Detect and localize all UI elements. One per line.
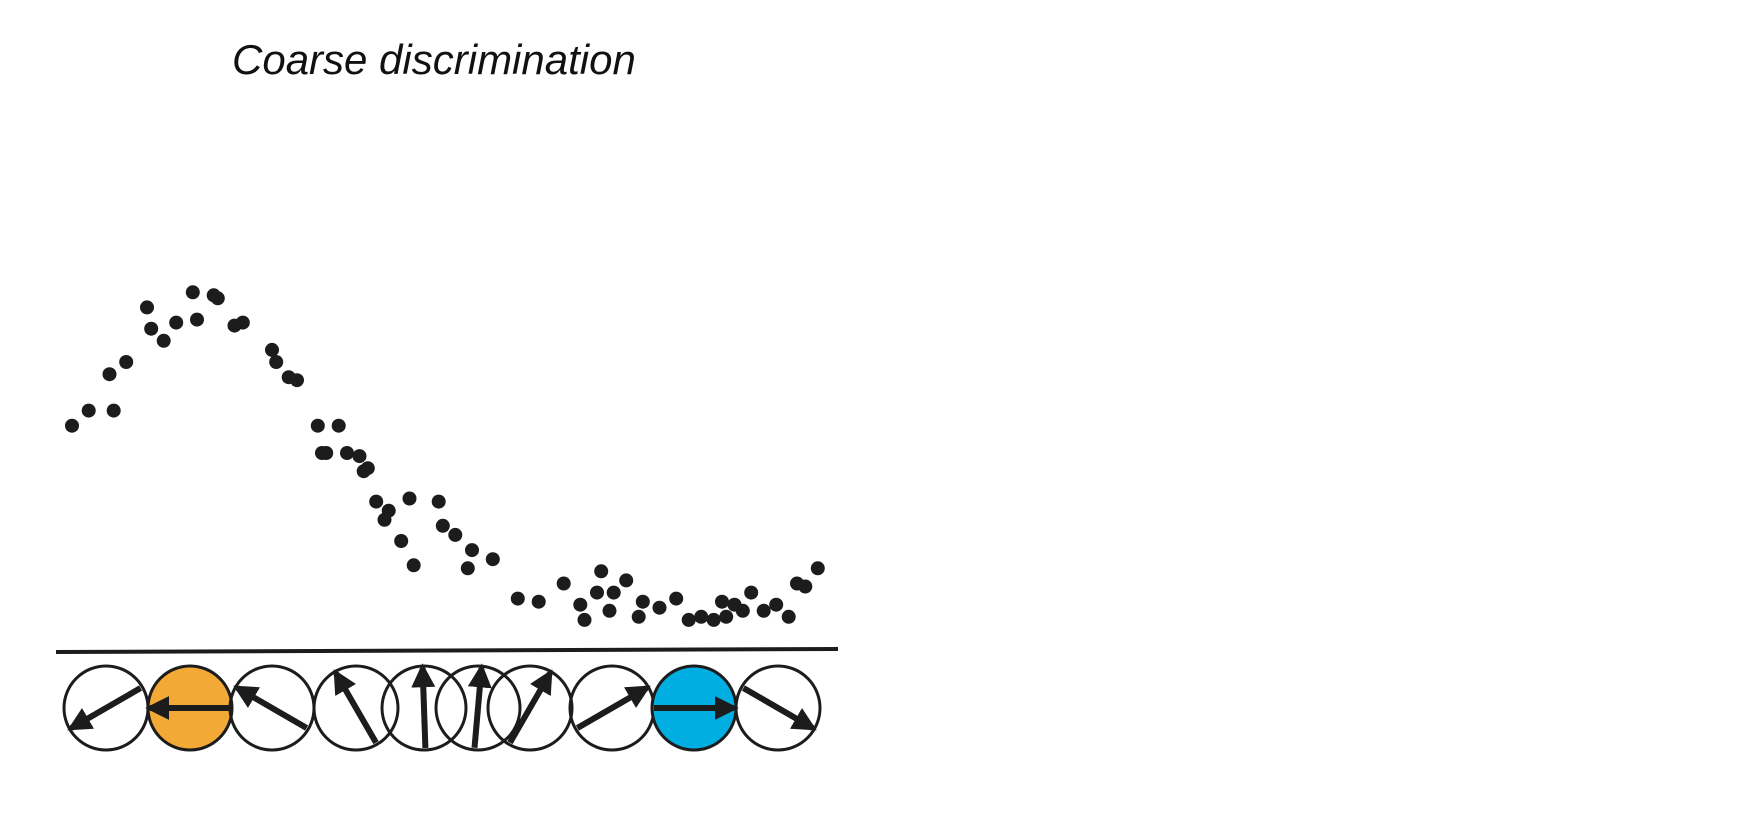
response-dot	[590, 585, 604, 600]
response-dot	[394, 534, 409, 548]
response-dot	[319, 446, 334, 460]
response-dot	[602, 603, 617, 618]
response-dot	[435, 518, 450, 533]
neuron-circle	[734, 664, 822, 752]
response-dot	[144, 321, 159, 336]
response-dot	[119, 355, 134, 369]
response-dot	[340, 446, 354, 460]
response-dot	[402, 491, 417, 506]
response-dot	[65, 418, 79, 433]
response-dot	[169, 315, 184, 330]
response-dot	[265, 342, 279, 357]
orientation-arrow-icon	[575, 685, 651, 731]
neuron-circle	[486, 664, 574, 752]
response-dot	[594, 564, 609, 579]
response-dot	[431, 494, 446, 509]
neuron-8	[568, 664, 656, 752]
response-dot	[719, 609, 734, 624]
response-dot	[190, 312, 204, 327]
response-dot	[652, 600, 667, 615]
response-dot	[694, 609, 709, 624]
response-dot	[619, 573, 634, 588]
orientation-arrow-icon	[411, 663, 436, 749]
response-dot	[744, 585, 759, 600]
response-dot	[235, 315, 250, 330]
response-dot	[310, 418, 325, 433]
neuron-1	[62, 664, 150, 752]
response-dot	[635, 594, 650, 609]
neuron-circle	[312, 664, 400, 752]
response-dot	[781, 609, 796, 624]
orientation-arrow-icon	[507, 669, 553, 745]
response-dot	[606, 585, 621, 600]
orientation-arrow-icon	[467, 663, 492, 749]
response-dot	[756, 603, 771, 618]
response-dot	[573, 597, 588, 612]
response-dot	[352, 449, 367, 464]
response-dot	[102, 367, 117, 382]
response-dot	[669, 591, 684, 606]
response-dot	[81, 403, 96, 418]
response-dot	[210, 291, 225, 306]
response-dot	[798, 579, 813, 594]
neuron-6	[434, 663, 522, 752]
response-dot	[360, 461, 375, 476]
response-dot	[769, 597, 784, 612]
response-dot	[485, 552, 500, 567]
response-dot	[290, 373, 304, 388]
orientation-arrow-icon	[233, 685, 309, 731]
response-dot	[735, 603, 750, 618]
neuron-row	[62, 663, 822, 752]
neuron-4	[312, 664, 400, 752]
response-dot	[369, 494, 384, 509]
neuron-7	[486, 664, 574, 752]
response-dot	[577, 612, 592, 627]
neuron-3	[228, 664, 316, 752]
response-dot	[460, 561, 475, 576]
response-dot	[706, 612, 721, 627]
neuron-2	[145, 664, 234, 752]
response-dot	[185, 285, 200, 300]
baseline	[55, 647, 839, 654]
response-dot	[810, 561, 825, 576]
response-dot	[631, 609, 646, 624]
orientation-arrow-icon	[741, 685, 817, 731]
response-dot	[556, 576, 571, 591]
response-dot	[106, 403, 121, 418]
neuron-10	[734, 664, 822, 752]
response-dot	[681, 612, 696, 627]
response-dot	[331, 418, 346, 433]
response-dot	[510, 591, 525, 606]
neuron-9	[650, 664, 739, 752]
response-dot	[448, 527, 463, 542]
chart-title: Coarse discrimination	[232, 36, 636, 83]
response-dot	[406, 558, 421, 573]
response-dot	[531, 594, 546, 609]
orientation-arrow-icon	[333, 669, 379, 745]
response-dot	[156, 333, 171, 348]
neuron-5	[380, 663, 468, 752]
response-dot	[715, 594, 729, 609]
response-dot	[465, 543, 479, 558]
response-dot	[140, 300, 154, 315]
response-dots	[65, 285, 825, 627]
orientation-arrow-icon	[67, 685, 143, 731]
response-dot	[269, 355, 284, 369]
response-dot	[381, 503, 396, 518]
